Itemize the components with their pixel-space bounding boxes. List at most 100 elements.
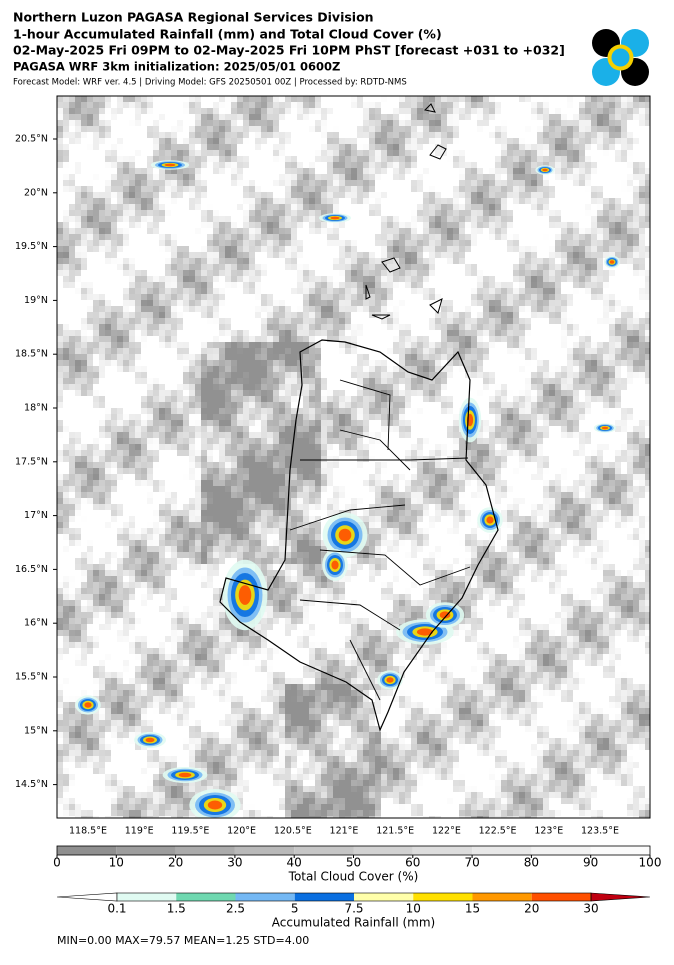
cloud-cell [435, 114, 441, 120]
cloud-cell [345, 426, 351, 432]
cloud-cell [501, 390, 507, 396]
cloud-cell [519, 516, 525, 522]
cloud-cell [57, 234, 63, 240]
cloud-cell [339, 144, 345, 150]
cloud-cell [627, 102, 633, 108]
cloud-cell [171, 168, 177, 174]
cloud-cell [495, 498, 501, 504]
cloud-cell [513, 420, 519, 426]
cloud-cell [225, 138, 231, 144]
cloud-cell [453, 114, 459, 120]
cloud-cell [285, 396, 291, 402]
cloud-cell [627, 228, 633, 234]
cloud-cell [285, 108, 291, 114]
cloud-cell [309, 444, 315, 450]
cloud-cell [69, 432, 75, 438]
cloud-cell [327, 510, 333, 516]
cloud-cell [195, 366, 201, 372]
cloud-cell [111, 474, 117, 480]
cloud-cell [525, 96, 531, 102]
cloud-cell [93, 372, 99, 378]
cloud-cell [225, 390, 231, 396]
cloud-cell [549, 210, 555, 216]
cloud-cell [231, 330, 237, 336]
cloud-cell [519, 408, 525, 414]
cloud-cell [279, 420, 285, 426]
cloud-cell [183, 270, 189, 276]
cloud-cell [507, 348, 513, 354]
cloud-cell [237, 264, 243, 270]
cloud-cell [573, 222, 579, 228]
cloud-cell [249, 120, 255, 126]
cloud-cell [141, 402, 147, 408]
cloud-cell [273, 198, 279, 204]
cloud-cell [621, 408, 627, 414]
cloud-cell [159, 156, 165, 162]
cloud-cell [621, 240, 627, 246]
cloud-cell [519, 336, 525, 342]
cloud-cell [153, 510, 159, 516]
cloud-cell [423, 270, 429, 276]
cloud-cell [435, 288, 441, 294]
cloud-cell [225, 522, 231, 528]
cloud-cell [273, 246, 279, 252]
cloud-cell [357, 372, 363, 378]
cloud-cell [405, 456, 411, 462]
cloud-cell [621, 186, 627, 192]
cloud-cell [69, 246, 75, 252]
cloud-cell [99, 330, 105, 336]
cloud-cell [639, 468, 645, 474]
cloud-cell [609, 114, 615, 120]
cloud-cell [471, 198, 477, 204]
cloud-cell [123, 198, 129, 204]
cloud-cell [243, 504, 249, 510]
cloud-cell [393, 420, 399, 426]
cloud-cell [387, 246, 393, 252]
cloud-cell [465, 108, 471, 114]
cloud-cell [405, 246, 411, 252]
cloud-cell [237, 432, 243, 438]
cloud-cell [201, 264, 207, 270]
cloud-cell [603, 138, 609, 144]
cloud-cell [171, 324, 177, 330]
cloud-cell [363, 516, 369, 522]
cloud-cell [627, 186, 633, 192]
cloud-cell [201, 246, 207, 252]
cloud-cell [609, 108, 615, 114]
cloud-cell [231, 228, 237, 234]
cloud-cell [165, 144, 171, 150]
cloud-cell [639, 186, 645, 192]
cloud-cell [573, 480, 579, 486]
cloud-cell [93, 138, 99, 144]
cloud-cell [315, 222, 321, 228]
cloud-cell [177, 342, 183, 348]
cloud-cell [633, 432, 639, 438]
cloud-cell [141, 396, 147, 402]
cloud-cell [621, 258, 627, 264]
cloud-cell [603, 282, 609, 288]
cloud-cell [87, 120, 93, 126]
cloud-cell [363, 180, 369, 186]
cloud-cell [477, 360, 483, 366]
cloud-cell [609, 234, 615, 240]
cloud-cell [303, 96, 309, 102]
cloud-cell [321, 336, 327, 342]
cloud-cell [333, 396, 339, 402]
cloud-cell [153, 300, 159, 306]
cloud-cell [573, 264, 579, 270]
cloud-cell [513, 270, 519, 276]
cloud-cell [567, 432, 573, 438]
cloud-cell [159, 486, 165, 492]
cloud-cell [561, 318, 567, 324]
cloud-cell [333, 258, 339, 264]
cloud-cell [159, 216, 165, 222]
cloud-cell [351, 288, 357, 294]
cloud-cell [543, 456, 549, 462]
cloud-cell [597, 114, 603, 120]
cloud-cell [93, 174, 99, 180]
cloud-cell [213, 228, 219, 234]
cloud-cell [63, 216, 69, 222]
cloud-cell [279, 228, 285, 234]
cloud-cell [453, 504, 459, 510]
cloud-cell [591, 504, 597, 510]
